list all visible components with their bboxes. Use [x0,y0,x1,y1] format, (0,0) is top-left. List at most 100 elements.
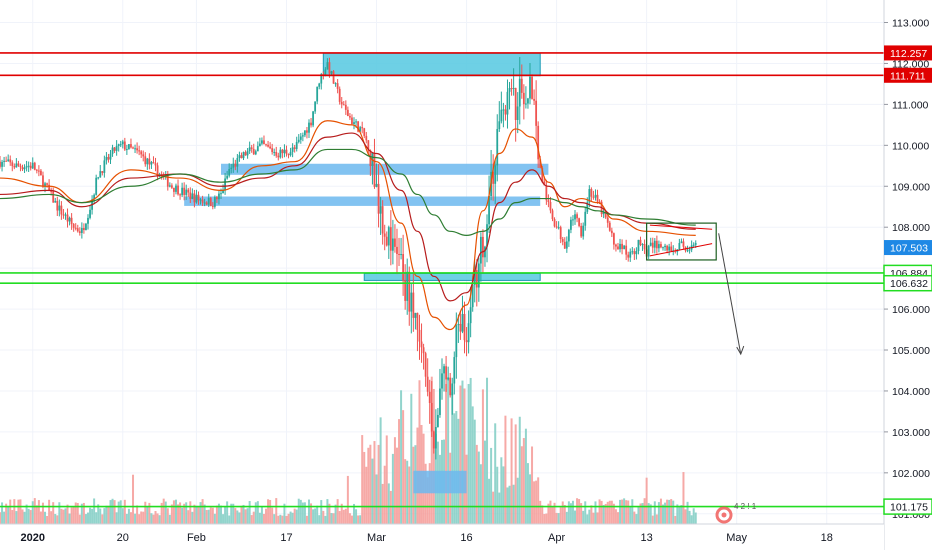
volume-bar [291,512,294,524]
resistance-price-tag-bg [884,45,932,61]
highlight-zone[interactable] [322,52,541,77]
time-tick-label: Mar [367,532,386,544]
candle-body [25,166,28,168]
volume-bar [520,446,523,524]
resistance-price-tag: 111.711 [890,70,926,82]
candle-body [590,189,593,197]
candle-body [316,86,319,102]
volume-bar [82,502,85,524]
volume-bar [310,503,313,524]
candle-body [168,185,171,187]
candle-body [621,243,623,250]
volume-bar [463,388,466,524]
volume-bar [275,498,278,524]
watermark-ring [715,506,733,524]
volume-bar [234,508,237,524]
candle-body [381,206,384,234]
candle-body [285,149,288,154]
candle-body [447,377,450,380]
candle-body [138,150,141,152]
volume-bar [244,509,247,524]
volume-bar [338,511,341,524]
price-tick-label: 113.000 [892,18,929,30]
time-tick-label: 13 [641,532,653,544]
candle-body [301,135,304,137]
support-price-tag: 101.175 [890,502,928,514]
time-tick-label: May [726,532,747,544]
drawing-tools[interactable] [646,222,745,356]
candle-body [612,233,615,245]
highlight-zone[interactable] [363,272,541,281]
candle-body [682,241,685,247]
volume-bar [657,502,660,524]
volume-bar [193,504,196,524]
highlight-zone[interactable] [184,196,541,206]
volume-bar [662,504,664,524]
candle-body [64,214,67,216]
candle-body [246,151,249,156]
time-axis[interactable]: 2020 20 Feb 17 Mar 16 Apr 13 May 18 [0,523,884,550]
volume-bar [623,498,626,524]
price-tick-label: 106.000 [892,304,930,316]
candle-body [52,191,55,203]
volume-bar [385,435,388,524]
volume-bar [86,512,89,524]
volume-bar [684,509,687,524]
candle-body [514,87,517,120]
candle-body [549,202,552,211]
candle-body [379,206,382,214]
candle-body [572,219,574,221]
volume-bar [252,511,255,524]
volume-bar [226,501,229,524]
level-lines[interactable] [0,52,884,508]
volume-bar [324,515,327,524]
volume-bar [486,377,489,524]
volume-bar [588,509,591,524]
volume-bar [633,511,636,524]
volume-bar [678,505,681,524]
volume-bar [576,498,579,524]
candle-body [197,194,200,201]
volume-bar [265,508,268,524]
volume-bar [91,508,94,524]
candle-body [437,414,439,427]
candle-body [342,104,345,106]
candle-body [152,162,155,164]
candle-body [623,245,626,250]
volume-bar [514,424,517,524]
volume-bar [537,477,540,524]
time-tick-label: 18 [821,532,833,544]
candle-body [203,202,206,204]
volume-bar [359,515,362,524]
candle-body [306,130,308,133]
volume-bar [277,515,280,524]
candle-body [250,147,253,149]
volume-bar [430,376,433,524]
volume-bar [269,499,272,524]
volume-bar [127,508,130,524]
volume-bar [299,499,302,524]
volume-bar [11,510,14,524]
candle-body [351,117,353,124]
volume-bar [367,447,370,524]
volume-bar [389,490,392,524]
candle-body [179,194,181,196]
highlight-zone[interactable] [221,163,549,175]
volume-bar [606,501,609,524]
candle-body [299,136,302,140]
volume-bar [336,499,339,524]
volume-bar [621,499,624,524]
volume-bar [228,515,231,524]
candle-body [273,152,276,154]
candle-body [547,200,550,203]
volume-bar [635,514,638,524]
volume-bar [332,513,335,524]
highlight-zone[interactable] [413,470,467,494]
volume-bar [3,511,6,524]
candle-body [449,377,452,396]
volume-bar [670,499,673,524]
volume-bar [526,463,529,524]
candle-body [504,109,507,115]
